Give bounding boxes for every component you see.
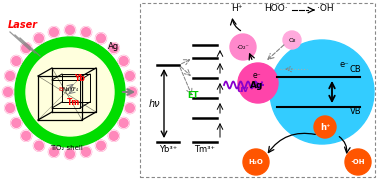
Circle shape — [48, 146, 59, 157]
Circle shape — [124, 70, 135, 82]
Text: CB: CB — [350, 65, 362, 74]
Circle shape — [108, 43, 119, 54]
Text: e⁻: e⁻ — [253, 71, 261, 80]
Text: e⁻: e⁻ — [340, 60, 350, 69]
Text: Ag: Ag — [250, 81, 264, 90]
Circle shape — [230, 34, 256, 60]
Circle shape — [96, 140, 107, 151]
Circle shape — [314, 116, 336, 138]
Circle shape — [11, 55, 22, 66]
Text: hν: hν — [148, 98, 160, 109]
Circle shape — [26, 48, 114, 136]
Circle shape — [283, 31, 301, 49]
Circle shape — [124, 103, 135, 114]
Text: NaYF₄: NaYF₄ — [63, 87, 79, 91]
Text: Er: Er — [59, 87, 65, 91]
Text: ·O₂⁻: ·O₂⁻ — [237, 44, 249, 50]
Text: Yb: Yb — [74, 73, 85, 82]
Text: Ag: Ag — [108, 42, 119, 51]
Text: H⁺: H⁺ — [231, 4, 243, 13]
Circle shape — [48, 27, 59, 38]
Circle shape — [81, 146, 91, 157]
Circle shape — [34, 140, 45, 151]
Circle shape — [5, 70, 15, 82]
Circle shape — [65, 24, 76, 35]
Circle shape — [65, 148, 76, 159]
Circle shape — [11, 118, 22, 129]
Circle shape — [108, 130, 119, 141]
Circle shape — [15, 37, 125, 147]
Circle shape — [127, 87, 138, 98]
Text: ·OH: ·OH — [351, 159, 365, 165]
Text: HOO·: HOO· — [264, 4, 288, 13]
Text: Tm³⁺: Tm³⁺ — [195, 145, 215, 154]
Text: H₂O: H₂O — [249, 159, 263, 165]
Circle shape — [3, 87, 14, 98]
Circle shape — [34, 33, 45, 44]
Circle shape — [21, 43, 32, 54]
Circle shape — [118, 118, 129, 129]
Text: ET: ET — [187, 91, 198, 100]
Text: ·OH: ·OH — [317, 4, 334, 13]
Circle shape — [243, 149, 269, 175]
Circle shape — [238, 63, 278, 103]
Circle shape — [5, 103, 15, 114]
Text: Yb³⁺: Yb³⁺ — [159, 145, 177, 154]
Circle shape — [21, 130, 32, 141]
Circle shape — [118, 55, 129, 66]
Circle shape — [81, 27, 91, 38]
Text: Laser: Laser — [8, 20, 38, 30]
Circle shape — [96, 33, 107, 44]
Circle shape — [345, 149, 371, 175]
Text: O₂: O₂ — [288, 37, 296, 42]
Bar — [140, 3, 375, 177]
Circle shape — [270, 40, 374, 144]
Text: TiO₂ shell: TiO₂ shell — [50, 145, 83, 151]
Text: VB: VB — [350, 107, 362, 116]
Text: Tm: Tm — [67, 98, 80, 107]
Text: h⁺: h⁺ — [320, 123, 330, 132]
Text: uv: uv — [236, 85, 248, 94]
